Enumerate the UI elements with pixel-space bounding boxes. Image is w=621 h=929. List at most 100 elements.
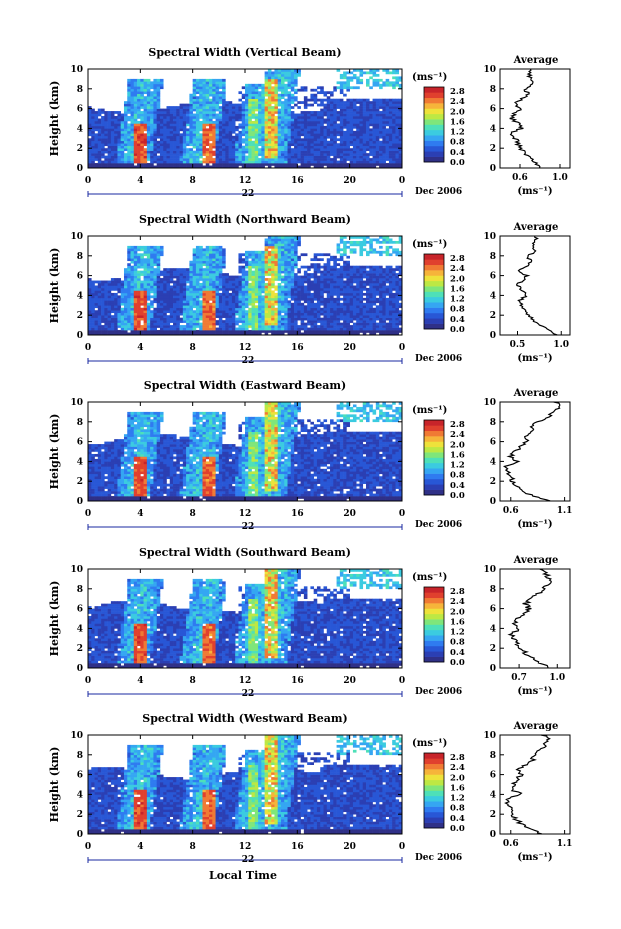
- heatmap-cell: [258, 325, 262, 328]
- heatmap-cell: [392, 83, 396, 87]
- heatmap-cell: [212, 106, 216, 109]
- heatmap-cell: [91, 111, 95, 114]
- heatmap-cell: [94, 143, 99, 147]
- heatmap-cell: [91, 143, 95, 147]
- heatmap-cell: [110, 292, 115, 296]
- heatmap-cell: [395, 83, 400, 87]
- heatmap-cell: [251, 283, 256, 286]
- heatmap-cell: [274, 273, 279, 276]
- heatmap-cell: [91, 160, 95, 164]
- heatmap-cell: [202, 88, 207, 92]
- heatmap-cell: [94, 145, 99, 149]
- heatmap-cell: [143, 268, 148, 271]
- heatmap-cell: [372, 135, 377, 139]
- heatmap-cell: [133, 93, 138, 97]
- heatmap-cell: [271, 265, 275, 269]
- heatmap-cell: [133, 310, 138, 314]
- heatmap-cell: [209, 283, 213, 286]
- heatmap-cell: [238, 332, 243, 336]
- heatmap-cell: [375, 143, 380, 147]
- heatmap-cell: [264, 76, 269, 80]
- heatmap-cell: [127, 290, 131, 294]
- heatmap-cell: [274, 295, 279, 299]
- heatmap-cell: [159, 160, 164, 164]
- heatmap-cell: [392, 113, 396, 117]
- heatmap-cell: [251, 270, 256, 274]
- heatmap-cell: [261, 260, 265, 264]
- heatmap-cell: [274, 145, 279, 149]
- heatmap-cell: [254, 155, 259, 159]
- heatmap-cell: [271, 78, 275, 82]
- heatmap-cell: [271, 255, 275, 259]
- heatmap-cell: [339, 140, 344, 144]
- heatmap-cell: [330, 113, 334, 117]
- heatmap-cell: [238, 330, 243, 333]
- heatmap-cell: [107, 330, 112, 333]
- heatmap-cell: [307, 118, 311, 122]
- heatmap-cell: [274, 302, 279, 306]
- heatmap-cell: [261, 83, 265, 87]
- heatmap-cell: [123, 103, 128, 107]
- heatmap-cell: [336, 101, 341, 104]
- heatmap-cell: [173, 148, 177, 151]
- heatmap-cell: [91, 133, 95, 137]
- heatmap-cell: [97, 312, 102, 316]
- heatmap-cell: [173, 140, 177, 144]
- heatmap-cell: [156, 325, 161, 328]
- heatmap-cell: [359, 133, 364, 137]
- heatmap-cell: [150, 258, 154, 262]
- heatmap-cell: [375, 106, 380, 109]
- heatmap-cell: [251, 307, 256, 311]
- heatmap-cell: [114, 163, 118, 166]
- heatmap-cell: [225, 292, 229, 296]
- heatmap-cell: [192, 125, 197, 129]
- heatmap-cell: [264, 78, 269, 82]
- heatmap-cell: [310, 103, 314, 107]
- heatmap-cell: [320, 88, 324, 92]
- heatmap-cell: [395, 123, 400, 127]
- heatmap-cell: [140, 297, 144, 301]
- heatmap-cell: [356, 150, 360, 154]
- heatmap-cell: [320, 103, 324, 107]
- heatmap-cell: [290, 322, 295, 326]
- heatmap-cell: [264, 253, 269, 257]
- heatmap-cell: [215, 101, 220, 104]
- heatmap-cell: [110, 128, 115, 132]
- heatmap-cell: [274, 270, 279, 274]
- heatmap-cell: [277, 163, 282, 166]
- heatmap-cell: [225, 120, 229, 124]
- heatmap-cell: [277, 332, 282, 336]
- heatmap-cell: [94, 332, 99, 336]
- heatmap-cell: [258, 125, 262, 129]
- heatmap-cell: [218, 96, 223, 99]
- heatmap-cell: [94, 310, 99, 314]
- heatmap-cell: [182, 160, 187, 164]
- heatmap-cell: [192, 327, 197, 331]
- heatmap-cell: [182, 113, 187, 117]
- heatmap-cell: [300, 120, 305, 124]
- heatmap-cell: [267, 255, 272, 259]
- heatmap-cell: [166, 130, 171, 134]
- heatmap-cell: [294, 297, 298, 301]
- heatmap-cell: [186, 130, 190, 134]
- heatmap-cell: [202, 98, 207, 102]
- heatmap-cell: [375, 69, 380, 72]
- heatmap-cell: [375, 130, 380, 134]
- heatmap-cell: [294, 81, 298, 85]
- heatmap-cell: [294, 273, 298, 276]
- heatmap-cell: [127, 270, 131, 274]
- heatmap-cell: [267, 236, 272, 239]
- heatmap-cell: [104, 297, 108, 301]
- heatmap-cell: [97, 130, 102, 134]
- heatmap-cell: [215, 123, 220, 127]
- heatmap-cell: [294, 148, 298, 151]
- heatmap-cell: [369, 135, 373, 139]
- heatmap-cell: [294, 240, 298, 244]
- heatmap-cell: [205, 140, 210, 144]
- heatmap-cell: [127, 273, 131, 276]
- heatmap-cell: [192, 275, 197, 279]
- heatmap-cell: [261, 258, 265, 262]
- heatmap-cell: [146, 265, 151, 269]
- heatmap-cell: [199, 120, 203, 124]
- heatmap-cell: [218, 310, 223, 314]
